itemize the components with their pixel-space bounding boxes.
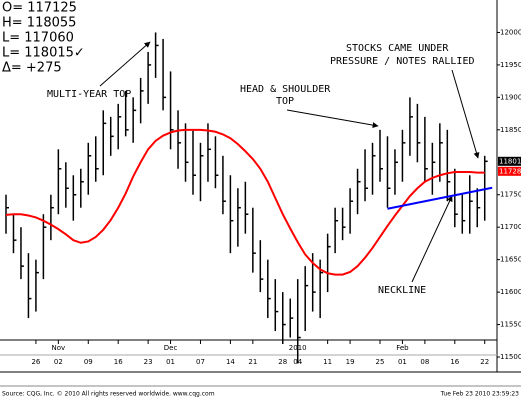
x-tick-label: 01 (166, 358, 175, 366)
arrows (99, 41, 480, 283)
annotation: TOP (276, 96, 294, 107)
x-tick-label: 11 (323, 358, 332, 366)
x-tick-label: 09 (84, 358, 93, 366)
annotation: STOCKS CAME UNDER (346, 43, 449, 54)
quote-line: L= 117060 (2, 31, 74, 46)
x-tick-label: 02 (54, 358, 63, 366)
y-tick-label: 117000 (500, 223, 521, 231)
quote-line: O= 117125 (2, 1, 77, 16)
month-label: Nov (52, 344, 66, 352)
y-tick-label: 119000 (500, 93, 521, 101)
y-tick-label: 116000 (500, 288, 521, 296)
x-tick-label: 14 (226, 358, 235, 366)
y-tick-label: 116500 (500, 256, 521, 264)
y-tick-label: 119500 (500, 61, 521, 69)
price-box-label: 117285 (499, 167, 521, 175)
x-tick-label: 01 (398, 358, 407, 366)
price-box (498, 166, 521, 176)
quote-line: H= 118055 (2, 16, 76, 31)
x-tick-label: 19 (346, 358, 355, 366)
month-label: Dec (164, 344, 178, 352)
y-tick-label: 117500 (500, 191, 521, 199)
y-tick-label: 118500 (500, 126, 521, 134)
timestamp: Tue Feb 23 2010 23:59:23 (440, 391, 520, 398)
x-tick-label: 16 (114, 358, 123, 366)
x-tick-label: 22 (480, 358, 489, 366)
x-tick-label: 16 (450, 358, 459, 366)
y-tick-label: 115500 (500, 321, 521, 329)
y-tick-label: 120000 (500, 28, 521, 36)
arrow (99, 41, 151, 87)
month-label: Feb (396, 344, 409, 352)
annotation: NECKLINE (378, 285, 426, 296)
price-box-label: 118015 (499, 157, 521, 165)
x-tick-label: 08 (420, 358, 429, 366)
price-box (498, 156, 521, 166)
source: Source: CQG, Inc. © 2010 All rights rese… (2, 391, 215, 398)
x-tick-label: 21 (248, 358, 257, 366)
neckline (387, 186, 493, 210)
moving-average (5, 128, 485, 276)
x-tick-label: 07 (196, 358, 205, 366)
x-tick-label: 28 (278, 358, 287, 366)
annotation: MULTI-YEAR TOP (47, 89, 131, 100)
quote-line: L= 118015✓ (2, 46, 85, 61)
arrow (451, 69, 480, 159)
arrow (411, 195, 453, 283)
quote-line: Δ= +275 (2, 61, 62, 76)
x-tick-label: 26 (31, 358, 40, 366)
x-tick-label: 23 (144, 358, 153, 366)
y-tick-label: 115000 (500, 353, 521, 361)
annotation: HEAD & SHOULDER (240, 84, 331, 95)
arrow (286, 109, 379, 129)
x-tick-label: 25 (376, 358, 385, 366)
annotation: PRESSURE / NOTES RALLIED (330, 56, 475, 67)
